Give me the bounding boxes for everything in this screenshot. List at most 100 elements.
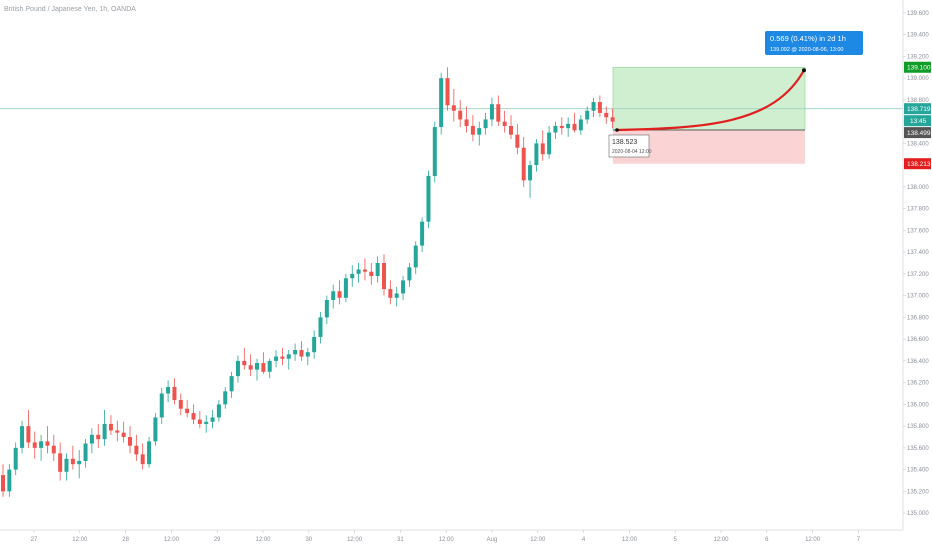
candle-body [489, 104, 494, 120]
x-tick-label: Aug [487, 537, 498, 543]
candle-body [159, 393, 164, 418]
y-tick-label: 136.000 [907, 402, 929, 408]
stop-price-tag: 138.213 [907, 161, 931, 168]
candle-body [216, 404, 221, 418]
x-tick-label: 12:00 [164, 537, 180, 543]
candle-body [166, 386, 171, 394]
x-tick-label: 28 [122, 537, 129, 543]
y-tick-label: 137.400 [907, 250, 929, 256]
countdown-tag: 13:45 [910, 118, 927, 125]
y-tick-label: 135.800 [907, 424, 929, 430]
y-tick-label: 139.200 [907, 54, 929, 60]
candle-body [242, 360, 247, 366]
entry-dot [615, 128, 619, 132]
candle-body [77, 460, 82, 465]
x-tick-label: 12:00 [439, 537, 455, 543]
candle-body [382, 263, 386, 290]
y-tick-label: 139.400 [907, 33, 929, 39]
entry-time-label: 2020-08-04 12:00 [612, 149, 652, 155]
candle-body [274, 356, 279, 361]
candle-body [229, 376, 234, 392]
candle-body [394, 293, 399, 298]
target-dot [802, 68, 806, 73]
candle-body [70, 458, 75, 465]
current-price-tag: 138.719 [907, 106, 931, 113]
candle-body [610, 117, 615, 122]
candle-body [89, 434, 94, 444]
candle-body [528, 165, 533, 181]
candle-body [496, 104, 501, 122]
candle-body [1, 475, 5, 492]
target-price-tag-bg [904, 61, 931, 73]
candles [1, 67, 615, 497]
y-tick-label: 139.000 [907, 76, 929, 82]
candle-body [286, 354, 291, 359]
y-tick-label: 137.200 [907, 272, 929, 278]
candle-body [534, 143, 539, 166]
y-tick-label: 135.600 [907, 446, 929, 452]
candle-body [255, 363, 259, 370]
candle-body [502, 121, 507, 126]
current-price-tag-bg [904, 103, 931, 115]
candle-body [369, 271, 374, 277]
candle-body [432, 127, 437, 176]
candle-body [458, 110, 463, 120]
candle-body [407, 267, 412, 281]
y-tick-label: 138.800 [907, 98, 929, 104]
candle-body [312, 336, 317, 353]
candle-body [45, 441, 50, 446]
candle-body [350, 273, 355, 279]
candle-body [20, 426, 25, 448]
symbol-title: British Pound / Japanese Yen, 1h, OANDA [4, 6, 136, 13]
y-tick-label: 135.400 [907, 468, 929, 474]
projection-arrow: 0.569 (0.41%) in 2d 1h 139.092 @ 2020-08-… [608, 31, 863, 158]
candle-body [185, 408, 190, 414]
candle-body [331, 291, 336, 300]
stop-price-tag-bg [904, 158, 931, 170]
candle-body [32, 442, 37, 448]
candle-body [318, 317, 323, 337]
price-tags: 139.100 138.719 13:45 138.499 138.213 [904, 61, 931, 170]
candle-body [178, 400, 183, 409]
candle-body [13, 447, 18, 470]
projection-info-box [765, 31, 863, 55]
x-tick-label: 30 [305, 537, 312, 543]
candle-body [362, 269, 367, 272]
candle-body [521, 147, 526, 181]
y-tick-label: 135.200 [907, 489, 929, 495]
candle-body [585, 110, 590, 120]
candle-body [39, 441, 44, 448]
candle-body [547, 132, 552, 155]
countdown-tag-bg [904, 115, 931, 127]
candle-body [121, 432, 126, 437]
candle-body [108, 423, 113, 431]
target-price-tag: 139.100 [907, 65, 931, 72]
candle-body [197, 419, 202, 424]
x-tick-label: 6 [765, 537, 769, 543]
candle-body [540, 143, 545, 155]
last-price-tag: 138.499 [907, 130, 931, 137]
x-tick-label: 31 [397, 537, 404, 543]
last-price-tag-bg [904, 127, 931, 139]
candle-body [147, 441, 152, 465]
candle-body [426, 176, 431, 222]
candle-body [597, 102, 602, 113]
candle-body [578, 119, 583, 131]
x-tick-label: 27 [31, 537, 38, 543]
candle-body [451, 105, 456, 111]
projection-curve [616, 69, 805, 132]
candle-body [324, 299, 329, 318]
candle-body [356, 269, 361, 274]
candle-body [604, 112, 609, 118]
y-tick-label: 136.800 [907, 315, 929, 321]
candle-body [343, 278, 348, 298]
candle-body [420, 221, 425, 246]
candle-body [559, 125, 564, 129]
candle-body [115, 430, 120, 433]
x-tick-label: 29 [214, 537, 221, 543]
candle-body [235, 360, 240, 377]
y-tick-label: 138.000 [907, 185, 929, 191]
candle-body [51, 445, 56, 454]
candle-body [483, 119, 488, 129]
